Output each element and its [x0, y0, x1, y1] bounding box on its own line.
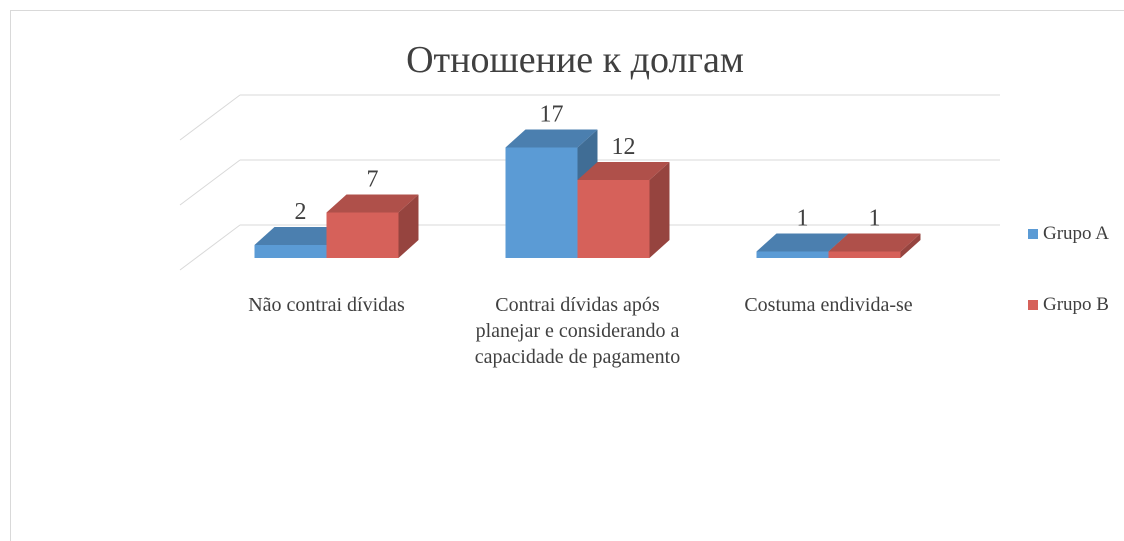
data-label: 1: [869, 206, 881, 232]
data-label: 1: [797, 206, 809, 232]
grid-line-side: [179, 224, 241, 271]
bar-top: [326, 194, 419, 213]
legend-label: Grupo A: [1043, 223, 1109, 244]
bar-top: [254, 227, 347, 245]
bar-top: [828, 233, 921, 252]
data-label: 17: [540, 102, 564, 128]
bar-side: [900, 233, 921, 258]
bar: [254, 245, 327, 258]
bar: [828, 251, 901, 258]
x-tick-label: Não contrai dívidas: [248, 294, 405, 316]
data-label: 2: [295, 199, 307, 225]
grid-line-side: [179, 159, 241, 206]
bar: [756, 251, 829, 258]
chart-title: Отношение к долгам: [406, 39, 744, 81]
bar-top: [756, 233, 849, 252]
bar-top: [577, 162, 670, 180]
chart-frame: [10, 10, 1124, 541]
data-label: 12: [612, 134, 636, 160]
grid-line-side: [179, 94, 241, 141]
bar: [326, 212, 399, 258]
bar-side: [398, 194, 419, 258]
legend-swatch: [1028, 300, 1038, 310]
x-tick-label: Costuma endivida-se: [744, 294, 913, 316]
legend-label: Grupo B: [1043, 294, 1109, 315]
data-label: 7: [367, 167, 379, 193]
bar-top: [505, 129, 598, 148]
bar: [505, 147, 578, 258]
bar-side: [649, 162, 670, 258]
bar: [577, 180, 650, 258]
x-tick-label: Contrai dívidas após planejar e consider…: [474, 294, 681, 368]
legend-swatch: [1028, 229, 1038, 239]
